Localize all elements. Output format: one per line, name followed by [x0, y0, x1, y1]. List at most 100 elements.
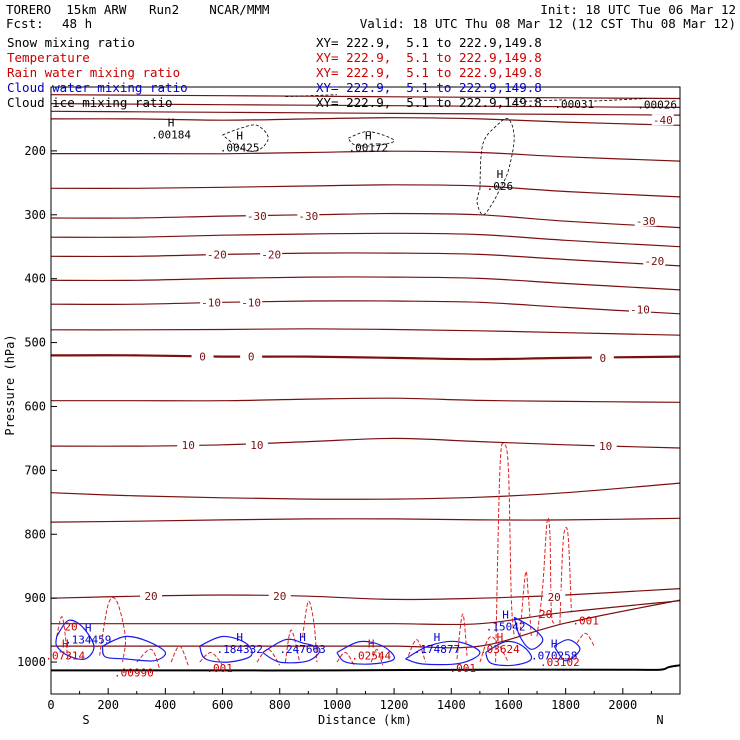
maximum-value: .00990	[114, 667, 154, 680]
maximum-value: .247663	[279, 643, 325, 656]
rain-contour	[479, 635, 509, 663]
maximum-value: .07314	[45, 649, 85, 662]
isotherm-label-bg	[205, 248, 228, 260]
isotherm-line	[50, 354, 681, 361]
model-title: TORERO 15km ARW Run2 NCAR/MMM	[6, 2, 270, 17]
maximum-marker: H	[434, 631, 441, 644]
isotherm-label: -30	[636, 215, 656, 228]
isotherm-label: -20	[207, 248, 227, 261]
rain-contour	[284, 629, 301, 663]
isotherm-line	[51, 150, 681, 162]
legend-label: Cloud water mixing ratio	[7, 80, 188, 95]
isotherm-label-bg	[543, 590, 566, 602]
maximum-marker: H	[236, 631, 243, 644]
legend-xy: XY= 222.9, 5.1 to 222.9,149.8	[316, 65, 542, 80]
maximum-marker: H	[299, 631, 306, 644]
y-tick-label: 800	[24, 527, 46, 541]
rain-contour	[99, 597, 126, 663]
isotherm-label: 10	[182, 439, 195, 452]
maximum-value: .03102	[540, 656, 580, 669]
isotherm-line	[51, 397, 681, 403]
isotherm-label: -10	[241, 296, 261, 309]
maximum-value: .001	[572, 614, 599, 627]
rain-contour	[136, 648, 161, 669]
isotherm-label: -20	[644, 255, 664, 268]
y-tick-label: 300	[24, 208, 46, 222]
maximum-value: .174877	[414, 643, 460, 656]
isotherm-label: 10	[250, 439, 263, 452]
x-tick-label: 200	[97, 698, 119, 712]
legend-xy: XY= 222.9, 5.1 to 222.9,149.8	[316, 50, 542, 65]
maximum-value: .00026	[637, 99, 677, 112]
maximum-value: .02544	[351, 649, 391, 662]
y-axis: 200 300 400 500 600 700 800 900 1000	[17, 144, 57, 669]
isotherm-label-bg	[240, 296, 263, 308]
maximum-marker: H	[168, 117, 175, 130]
init-time: Init: 18 UTC Tue 06 Mar 12	[540, 2, 736, 17]
x-axis: 0 200 400 600 800 1000 1200 1400 1600 1800 2000	[47, 688, 652, 712]
isotherm-label: 0	[199, 351, 206, 364]
legend-label: Rain water mixing ratio	[7, 65, 181, 80]
isotherm-line	[50, 482, 681, 500]
rain-contour	[199, 652, 223, 666]
isotherm-label-bg	[594, 440, 617, 452]
rain-contour	[56, 616, 69, 663]
maximum-value: .03624	[480, 643, 520, 656]
maximum-marker: H	[236, 130, 243, 143]
cloud-water-contour	[336, 640, 395, 665]
y-tick-label: 500	[24, 336, 46, 350]
maximum-value: .001	[449, 662, 476, 675]
rain-contour	[559, 526, 572, 624]
isotherm-line	[50, 184, 681, 198]
cloud-water-contour	[485, 640, 533, 667]
maximum-value: .15042	[486, 621, 526, 634]
rain-contour	[336, 652, 355, 666]
valid-time: Valid: 18 UTC Thu 08 Mar 12 (12 CST Thu …	[359, 16, 736, 31]
isotherm-line	[50, 212, 681, 229]
isotherm-label-bg	[643, 254, 666, 266]
isotherm-line	[50, 517, 681, 523]
isotherm-label: 20	[144, 590, 157, 603]
maximum-marker: H	[551, 637, 558, 650]
x-tick-label: 2000	[608, 698, 637, 712]
legend-label: Temperature	[7, 50, 90, 65]
isotherm-line	[50, 94, 681, 100]
isotherm-line	[50, 600, 681, 626]
snow-contour	[285, 94, 337, 97]
y-tick-label: 700	[24, 463, 46, 477]
maximum-marker: H	[85, 621, 92, 634]
maximum-marker: H	[365, 130, 372, 143]
rain-contour	[370, 648, 384, 666]
isotherm-label: 20	[273, 590, 286, 603]
x-tick-label: 1200	[380, 698, 409, 712]
legend-xy: XY= 222.9, 5.1 to 222.9,149.8	[316, 80, 542, 95]
isotherm-line	[50, 232, 681, 248]
isotherm-label-bg	[245, 438, 268, 450]
rain-contour	[170, 645, 189, 666]
y-tick-label: 200	[24, 144, 46, 158]
cloud-water-contour	[199, 635, 253, 663]
maximum-marker: H	[497, 168, 504, 181]
isotherm-line	[50, 437, 681, 449]
legend-label: Snow mixing ratio	[7, 35, 135, 50]
temperature-isotherms	[50, 117, 681, 601]
isotherm-line	[50, 117, 681, 126]
direction-north: N	[656, 713, 663, 727]
x-axis-label: Distance (km)	[318, 713, 412, 727]
isotherm-label: 20	[548, 591, 561, 604]
isotherm-label-bg	[297, 210, 320, 222]
isotherm-label-bg	[268, 590, 291, 602]
maximum-value: .184332	[217, 643, 263, 656]
isotherm-label-bg	[628, 303, 651, 315]
snow-contour	[476, 117, 515, 216]
isotherm-line	[51, 599, 681, 649]
rain-contour	[536, 517, 555, 637]
snow-mixing-contours	[222, 94, 646, 216]
forecast-label: Fcst:	[6, 16, 44, 31]
rain-contour	[519, 570, 532, 637]
isotherm-label: -30	[298, 210, 318, 223]
maximum-marker: H	[502, 609, 509, 622]
y-axis-label: Pressure (hPa)	[3, 334, 17, 435]
isotherm-label-bg	[245, 210, 268, 222]
y-tick-label: 600	[24, 399, 46, 413]
